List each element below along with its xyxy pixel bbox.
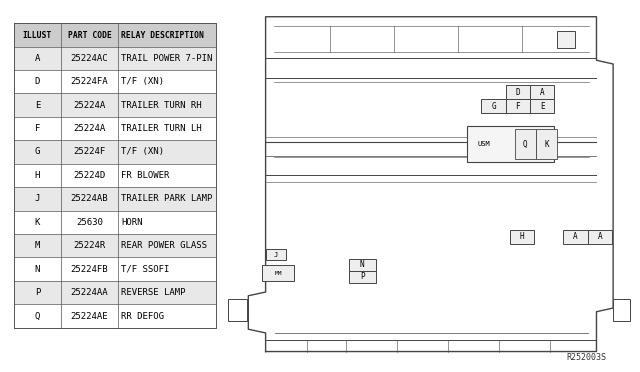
Text: R252003S: R252003S bbox=[567, 353, 607, 362]
Text: A: A bbox=[35, 54, 40, 63]
Bar bbox=[14, 164, 216, 187]
Text: T/F (XN): T/F (XN) bbox=[121, 147, 164, 157]
Bar bbox=[14, 281, 216, 304]
Text: ILLUST: ILLUST bbox=[23, 32, 52, 41]
Bar bbox=[266, 249, 285, 260]
Text: Q: Q bbox=[523, 140, 527, 149]
Text: 25224A: 25224A bbox=[74, 124, 106, 133]
Bar bbox=[536, 129, 557, 159]
Bar bbox=[14, 70, 216, 93]
Text: N: N bbox=[360, 260, 365, 269]
Text: N: N bbox=[35, 264, 40, 274]
Text: J: J bbox=[273, 251, 278, 257]
Bar bbox=[228, 299, 247, 321]
Bar bbox=[14, 187, 216, 211]
Text: A: A bbox=[597, 232, 602, 241]
Text: RELAY DESCRIPTION: RELAY DESCRIPTION bbox=[121, 32, 204, 41]
Text: 25224D: 25224D bbox=[74, 171, 106, 180]
Text: J: J bbox=[35, 194, 40, 203]
Bar bbox=[14, 117, 216, 140]
Text: D: D bbox=[515, 88, 520, 97]
Bar bbox=[14, 46, 216, 70]
Text: H: H bbox=[35, 171, 40, 180]
Bar bbox=[515, 129, 536, 159]
Bar bbox=[14, 304, 216, 328]
Text: TRAILER PARK LAMP: TRAILER PARK LAMP bbox=[121, 194, 212, 203]
Text: Q: Q bbox=[35, 311, 40, 321]
Text: M: M bbox=[35, 241, 40, 250]
Text: REVERSE LAMP: REVERSE LAMP bbox=[121, 288, 186, 297]
Text: P: P bbox=[360, 272, 365, 281]
Text: D: D bbox=[35, 77, 40, 86]
Text: K: K bbox=[545, 140, 549, 149]
Text: TRAILER TURN LH: TRAILER TURN LH bbox=[121, 124, 202, 133]
Text: F: F bbox=[515, 102, 520, 111]
Text: 25224AE: 25224AE bbox=[71, 311, 108, 321]
Text: 25224AB: 25224AB bbox=[71, 194, 108, 203]
Text: RR DEFOG: RR DEFOG bbox=[121, 311, 164, 321]
Bar bbox=[14, 257, 216, 281]
Text: MM: MM bbox=[275, 270, 282, 276]
Bar bbox=[588, 230, 612, 244]
Text: 25224FA: 25224FA bbox=[71, 77, 108, 86]
Text: 25224R: 25224R bbox=[74, 241, 106, 250]
Text: E: E bbox=[35, 100, 40, 110]
Text: 25224A: 25224A bbox=[74, 100, 106, 110]
Text: TRAILER TURN RH: TRAILER TURN RH bbox=[121, 100, 202, 110]
Bar bbox=[349, 271, 376, 283]
Text: USM: USM bbox=[477, 141, 490, 147]
Text: 25224AA: 25224AA bbox=[71, 288, 108, 297]
Text: A: A bbox=[573, 232, 578, 241]
Bar bbox=[506, 99, 530, 113]
Text: G: G bbox=[35, 147, 40, 157]
Text: K: K bbox=[35, 218, 40, 227]
Text: E: E bbox=[540, 102, 545, 111]
Bar bbox=[262, 265, 294, 281]
Bar bbox=[557, 31, 575, 48]
Bar bbox=[530, 85, 554, 99]
Text: G: G bbox=[491, 102, 496, 111]
Text: PART CODE: PART CODE bbox=[68, 32, 111, 41]
Bar bbox=[14, 23, 216, 46]
Text: T/F (XN): T/F (XN) bbox=[121, 77, 164, 86]
Bar bbox=[613, 299, 630, 321]
Text: H: H bbox=[520, 232, 525, 241]
Text: P: P bbox=[35, 288, 40, 297]
Text: 25630: 25630 bbox=[76, 218, 103, 227]
Bar bbox=[14, 93, 216, 117]
Bar bbox=[14, 211, 216, 234]
Text: TRAIL POWER 7-PIN: TRAIL POWER 7-PIN bbox=[121, 54, 212, 63]
Text: FR BLOWER: FR BLOWER bbox=[121, 171, 170, 180]
Bar bbox=[14, 23, 216, 328]
Text: A: A bbox=[540, 88, 545, 97]
Bar bbox=[14, 140, 216, 164]
Bar bbox=[349, 259, 376, 271]
Bar bbox=[563, 230, 588, 244]
Text: 25224AC: 25224AC bbox=[71, 54, 108, 63]
Text: T/F SSOFI: T/F SSOFI bbox=[121, 264, 170, 274]
Text: 25224FB: 25224FB bbox=[71, 264, 108, 274]
Text: F: F bbox=[35, 124, 40, 133]
Bar bbox=[14, 234, 216, 257]
Bar bbox=[530, 99, 554, 113]
Bar bbox=[481, 99, 506, 113]
Bar bbox=[467, 126, 554, 162]
Text: 25224F: 25224F bbox=[74, 147, 106, 157]
Text: HORN: HORN bbox=[121, 218, 143, 227]
Text: REAR POWER GLASS: REAR POWER GLASS bbox=[121, 241, 207, 250]
Bar bbox=[506, 85, 530, 99]
Bar bbox=[510, 230, 534, 244]
